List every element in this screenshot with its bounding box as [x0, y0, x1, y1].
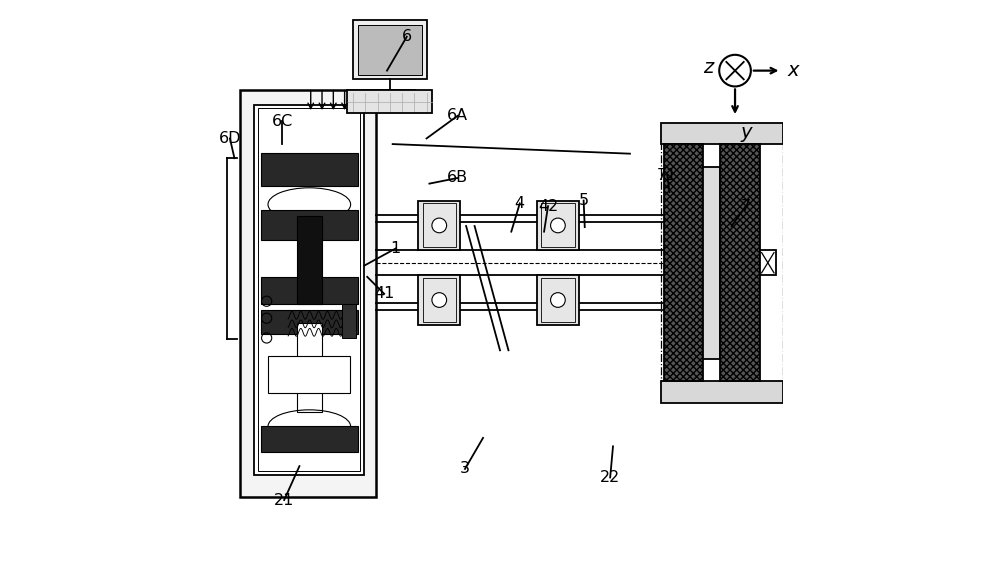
- Text: 3: 3: [460, 462, 470, 476]
- Text: 6A: 6A: [447, 108, 468, 123]
- Text: z: z: [703, 58, 714, 77]
- Bar: [537, 201, 579, 250]
- Bar: [661, 123, 783, 144]
- Bar: [297, 216, 322, 305]
- Bar: [703, 167, 720, 359]
- Text: 41: 41: [374, 286, 394, 301]
- Text: 21: 21: [274, 493, 294, 507]
- Text: 6B: 6B: [447, 171, 468, 185]
- Bar: [261, 153, 358, 186]
- Bar: [537, 275, 579, 325]
- Bar: [261, 427, 358, 453]
- Text: x: x: [788, 61, 799, 80]
- Circle shape: [551, 218, 565, 233]
- Bar: [347, 90, 432, 113]
- Bar: [268, 356, 350, 393]
- Bar: [258, 108, 360, 471]
- Bar: [423, 278, 456, 322]
- Text: 42: 42: [538, 199, 558, 214]
- Bar: [240, 90, 376, 497]
- Text: 5: 5: [579, 193, 589, 208]
- Text: 7: 7: [741, 199, 751, 214]
- Bar: [261, 277, 358, 305]
- Bar: [418, 275, 460, 325]
- Circle shape: [551, 293, 565, 307]
- Bar: [423, 203, 456, 247]
- Circle shape: [432, 218, 447, 233]
- Circle shape: [432, 293, 447, 307]
- Bar: [760, 250, 776, 275]
- Bar: [541, 278, 575, 322]
- Text: 4: 4: [515, 196, 525, 211]
- Bar: [353, 20, 427, 79]
- Bar: [720, 144, 760, 381]
- Text: 22: 22: [600, 470, 620, 485]
- Bar: [342, 304, 356, 338]
- Text: y: y: [741, 123, 752, 142]
- Bar: [661, 381, 783, 403]
- Bar: [297, 323, 322, 412]
- Circle shape: [719, 55, 751, 86]
- Bar: [418, 201, 460, 250]
- Text: 6: 6: [402, 29, 412, 44]
- Text: 6C: 6C: [272, 114, 293, 129]
- Text: 6D: 6D: [219, 131, 241, 146]
- Bar: [541, 203, 575, 247]
- Bar: [261, 310, 358, 334]
- Text: 71: 71: [657, 168, 677, 182]
- Bar: [261, 210, 358, 240]
- Text: 1: 1: [390, 241, 401, 256]
- Bar: [358, 25, 422, 75]
- Bar: [664, 144, 703, 381]
- Bar: [254, 105, 364, 475]
